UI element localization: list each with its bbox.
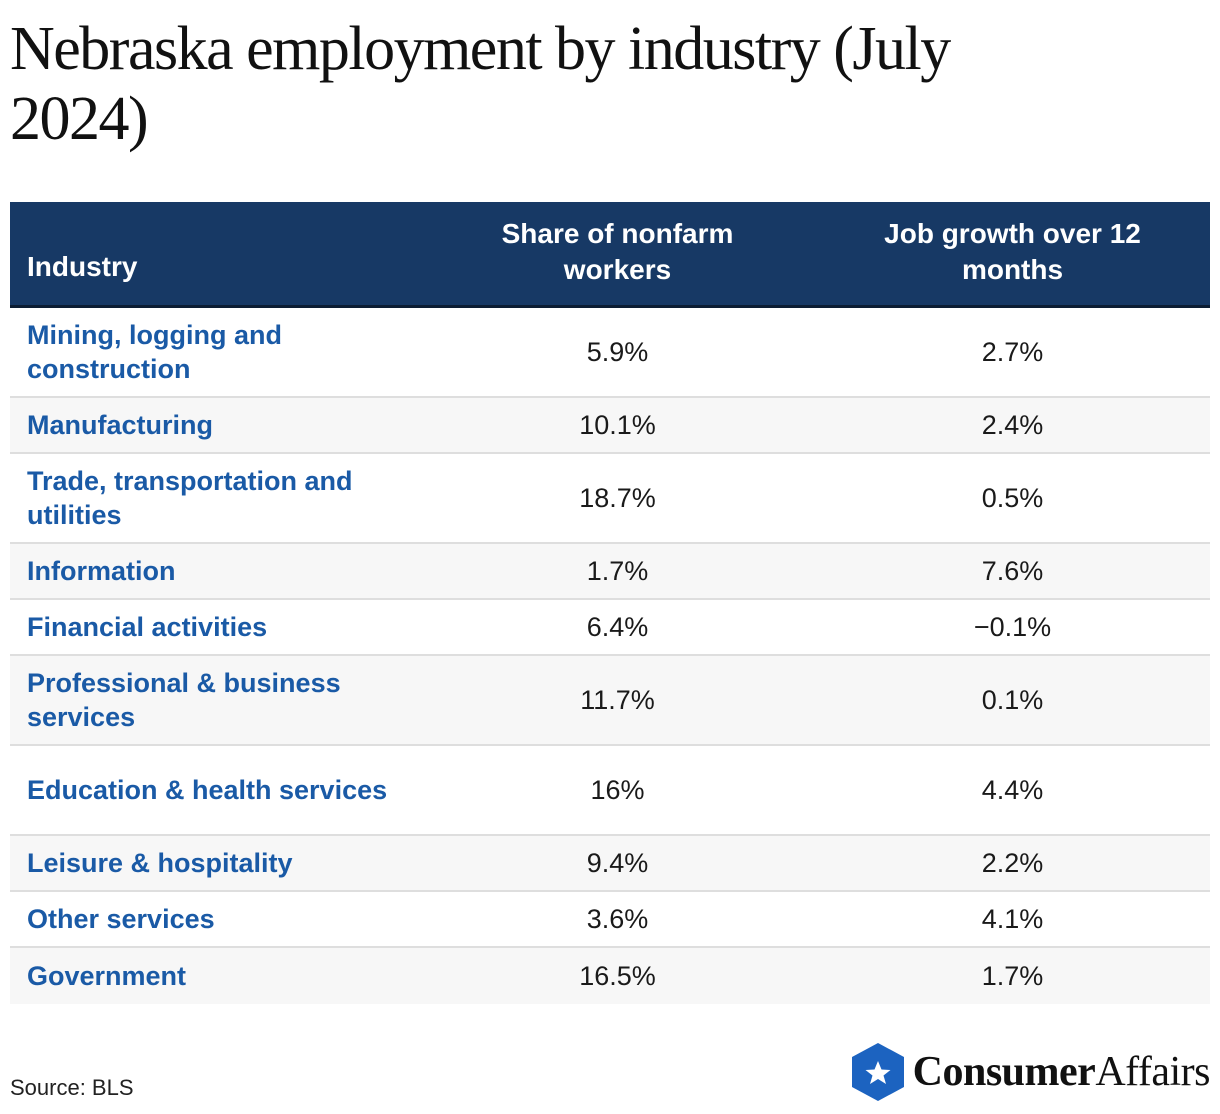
page-title: Nebraska employment by industry (July 20…	[10, 15, 951, 153]
table-row: Other services 3.6% 4.1%	[10, 892, 1210, 948]
share-cell: 16.5%	[579, 960, 656, 991]
share-cell: 5.9%	[586, 336, 649, 367]
logo-text-regular: Affairs	[1095, 1049, 1210, 1095]
table-row: Leisure & hospitality 9.4% 2.2%	[10, 836, 1210, 892]
share-cell: 3.6%	[586, 903, 649, 934]
table-row: Manufacturing 10.1% 2.4%	[10, 398, 1210, 454]
source-note: Source: BLS	[10, 1075, 134, 1100]
growth-cell: 2.4%	[981, 409, 1044, 440]
header-industry: Industry	[27, 251, 138, 282]
table-row: Financial activities 6.4% −0.1%	[10, 600, 1210, 656]
growth-cell: 0.5%	[981, 482, 1044, 513]
industry-cell: Government	[27, 961, 187, 991]
industry-cell: Financial activities	[27, 612, 268, 642]
table-row: Education & health services 16% 4.4%	[10, 746, 1210, 836]
share-cell: 10.1%	[579, 409, 656, 440]
industry-cell: Education & health services	[27, 775, 388, 805]
growth-cell: 4.4%	[981, 774, 1044, 805]
growth-cell: 4.1%	[981, 903, 1044, 934]
table-row: Professional & business services 11.7% 0…	[10, 656, 1210, 746]
star-shield-icon	[851, 1042, 905, 1102]
industry-cell: Manufacturing	[27, 410, 213, 440]
share-cell: 11.7%	[580, 684, 655, 715]
growth-cell: 2.2%	[981, 847, 1044, 878]
share-cell: 9.4%	[586, 847, 649, 878]
industry-cell: Leisure & hospitality	[27, 848, 293, 878]
growth-cell: 2.7%	[981, 336, 1044, 367]
industry-cell: Professional & business services	[27, 668, 341, 732]
logo-text-bold: Consumer	[912, 1049, 1096, 1095]
logo-wordmark: ConsumerAffairs	[912, 1049, 1211, 1095]
share-cell: 1.7%	[586, 555, 649, 586]
table-row: Mining, logging and construction 5.9% 2.…	[10, 308, 1210, 398]
growth-cell: 7.6%	[981, 555, 1044, 586]
table-row: Trade, transportation and utilities 18.7…	[10, 454, 1210, 544]
employment-table: Industry Share of nonfarm workers Job gr…	[10, 202, 1210, 1004]
industry-cell: Trade, transportation and utilities	[27, 466, 353, 530]
header-share: Share of nonfarm workers	[501, 218, 734, 285]
industry-cell: Information	[27, 556, 176, 586]
growth-cell: −0.1%	[973, 611, 1052, 642]
share-cell: 18.7%	[579, 482, 656, 513]
header-growth: Job growth over 12 months	[884, 218, 1141, 285]
table-row: Government 16.5% 1.7%	[10, 948, 1210, 1004]
industry-cell: Other services	[27, 904, 215, 934]
growth-cell: 1.7%	[981, 960, 1044, 991]
table-row: Information 1.7% 7.6%	[10, 544, 1210, 600]
consumeraffairs-logo: ConsumerAffairs	[851, 1042, 1210, 1102]
industry-cell: Mining, logging and construction	[27, 320, 282, 384]
growth-cell: 0.1%	[981, 684, 1044, 715]
table-header: Industry Share of nonfarm workers Job gr…	[10, 202, 1210, 308]
share-cell: 6.4%	[586, 611, 649, 642]
share-cell: 16%	[590, 774, 645, 805]
